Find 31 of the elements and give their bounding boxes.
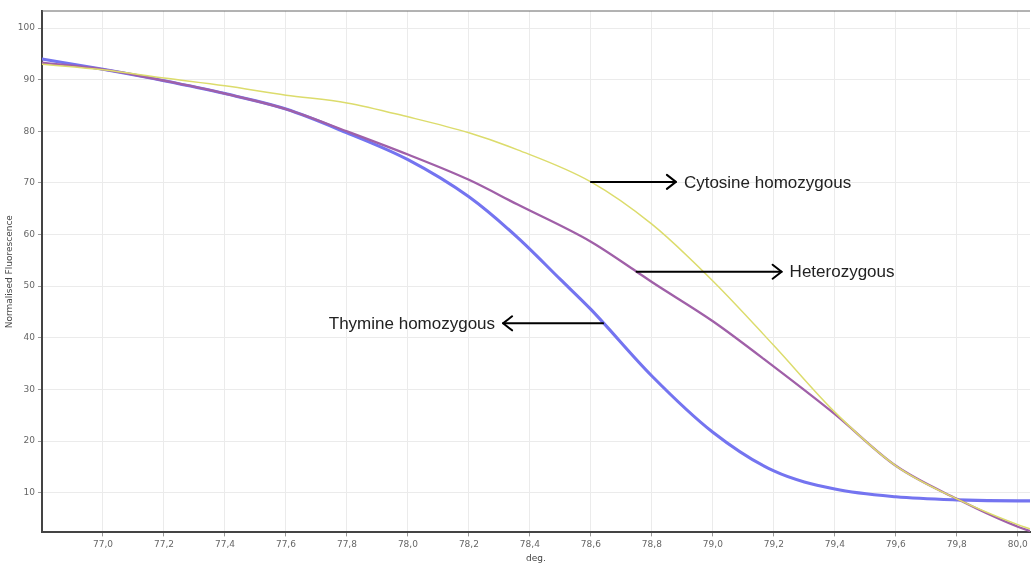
y-tick-label: 90	[23, 74, 36, 84]
y-tick-label: 100	[17, 22, 36, 33]
x-tick-label: 77,4	[214, 539, 236, 550]
annotation: Cytosine homozygous	[683, 172, 852, 192]
y-tick-label: 60	[23, 228, 36, 239]
x-tick-label: 77,6	[275, 539, 297, 550]
x-tick-label: 77,2	[153, 539, 174, 550]
annotation: Thymine homozygous	[328, 314, 496, 334]
x-tick-label: 79,4	[824, 539, 846, 550]
x-tick-label: 77,0	[92, 539, 114, 550]
y-tick-label: 70	[23, 177, 36, 188]
x-tick-label: 79,2	[763, 539, 784, 550]
x-tick-label: 78,4	[519, 539, 541, 550]
y-tick-label: 80	[23, 125, 36, 136]
annotation: Heterozygous	[789, 262, 895, 282]
y-tick-label: 50	[23, 280, 36, 291]
x-tick-label: 78,8	[641, 539, 663, 550]
y-tick-label: 40	[23, 332, 36, 343]
x-tick-label: 80,0	[1007, 539, 1029, 550]
x-tick-label: 77,8	[336, 539, 358, 550]
x-tick-label: 79,0	[702, 539, 724, 550]
x-tick-label: 78,0	[397, 539, 419, 550]
x-tick-label: 79,8	[946, 539, 968, 550]
y-axis-title: Normalised Fluorescence	[3, 214, 14, 329]
x-tick-label: 78,6	[580, 539, 602, 550]
y-tick-label: 10	[23, 486, 36, 497]
y-tick-label: 20	[23, 435, 36, 446]
x-tick-label: 79,6	[885, 539, 907, 550]
y-tick-label: 30	[23, 383, 36, 394]
x-tick-label: 78,2	[458, 539, 479, 550]
x-axis-title: deg.	[526, 552, 546, 563]
